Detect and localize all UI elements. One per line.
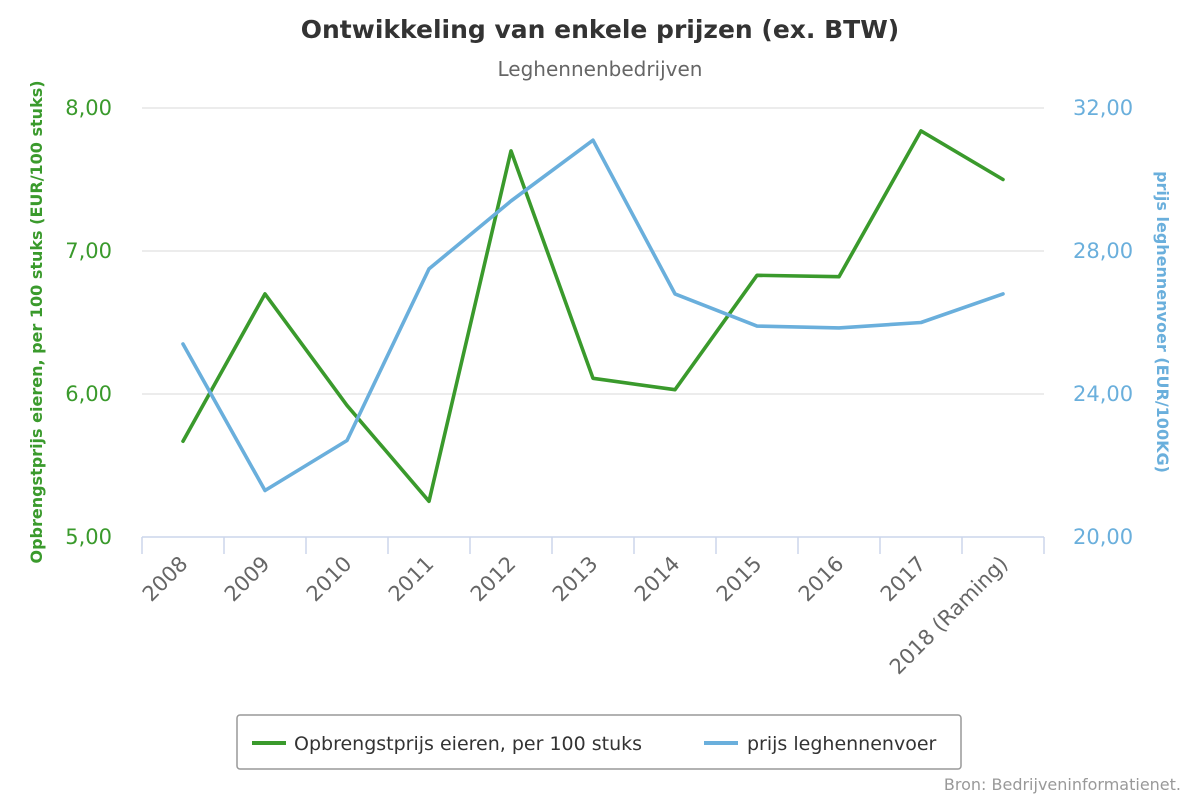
legend: Opbrengstprijs eieren, per 100 stuks pri…: [236, 714, 962, 770]
x-tick-label: 2011: [384, 552, 439, 607]
x-tick-label: 2012: [466, 552, 521, 607]
x-tick-label: 2017: [876, 552, 931, 607]
chart-title: Ontwikkeling van enkele prijzen (ex. BTW…: [301, 15, 900, 44]
series-lines: [181, 129, 1005, 504]
series-line-eggs[interactable]: [181, 129, 1005, 504]
legend-box: [236, 714, 962, 770]
x-tick-label: 2014: [630, 552, 685, 607]
x-tick-label: 2013: [548, 552, 603, 607]
x-tick-label: 2010: [302, 552, 357, 607]
y-right-tick-label: 20,00: [1073, 525, 1133, 549]
credits-text[interactable]: Bron: Bedrijveninformatienet.: [944, 775, 1181, 794]
y-left-tick-label: 6,00: [65, 382, 112, 406]
y-left-tick-label: 8,00: [65, 96, 112, 120]
chart-subtitle: Leghennenbedrijven: [498, 57, 703, 81]
gridlines: [142, 107, 1044, 395]
y-left-tick-label: 7,00: [65, 239, 112, 263]
y-right-tick-label: 32,00: [1073, 96, 1133, 120]
y-right-tick-label: 28,00: [1073, 239, 1133, 263]
x-tick-label: 2015: [712, 552, 767, 607]
legend-label-eggs[interactable]: Opbrengstprijs eieren, per 100 stuks: [294, 733, 642, 755]
y-axis-right-title: prijs leghennenvoer (EUR/100KG): [1153, 171, 1172, 473]
legend-label-feed[interactable]: prijs leghennenvoer: [747, 733, 937, 755]
y-left-tick-label: 5,00: [65, 525, 112, 549]
series-line-feed[interactable]: [181, 138, 1005, 493]
y-right-tick-label: 24,00: [1073, 382, 1133, 406]
y-axis-left-title: Opbrengstprijs eieren, per 100 stuks (EU…: [27, 80, 46, 563]
axes: 5,00 6,00 7,00 8,00 20,00 24,00 28,00 32,00 2008…: [65, 96, 1133, 679]
x-tick-label: 2016: [794, 552, 849, 607]
x-tick-label: 2008: [138, 552, 193, 607]
x-tick-label: 2009: [220, 552, 275, 607]
